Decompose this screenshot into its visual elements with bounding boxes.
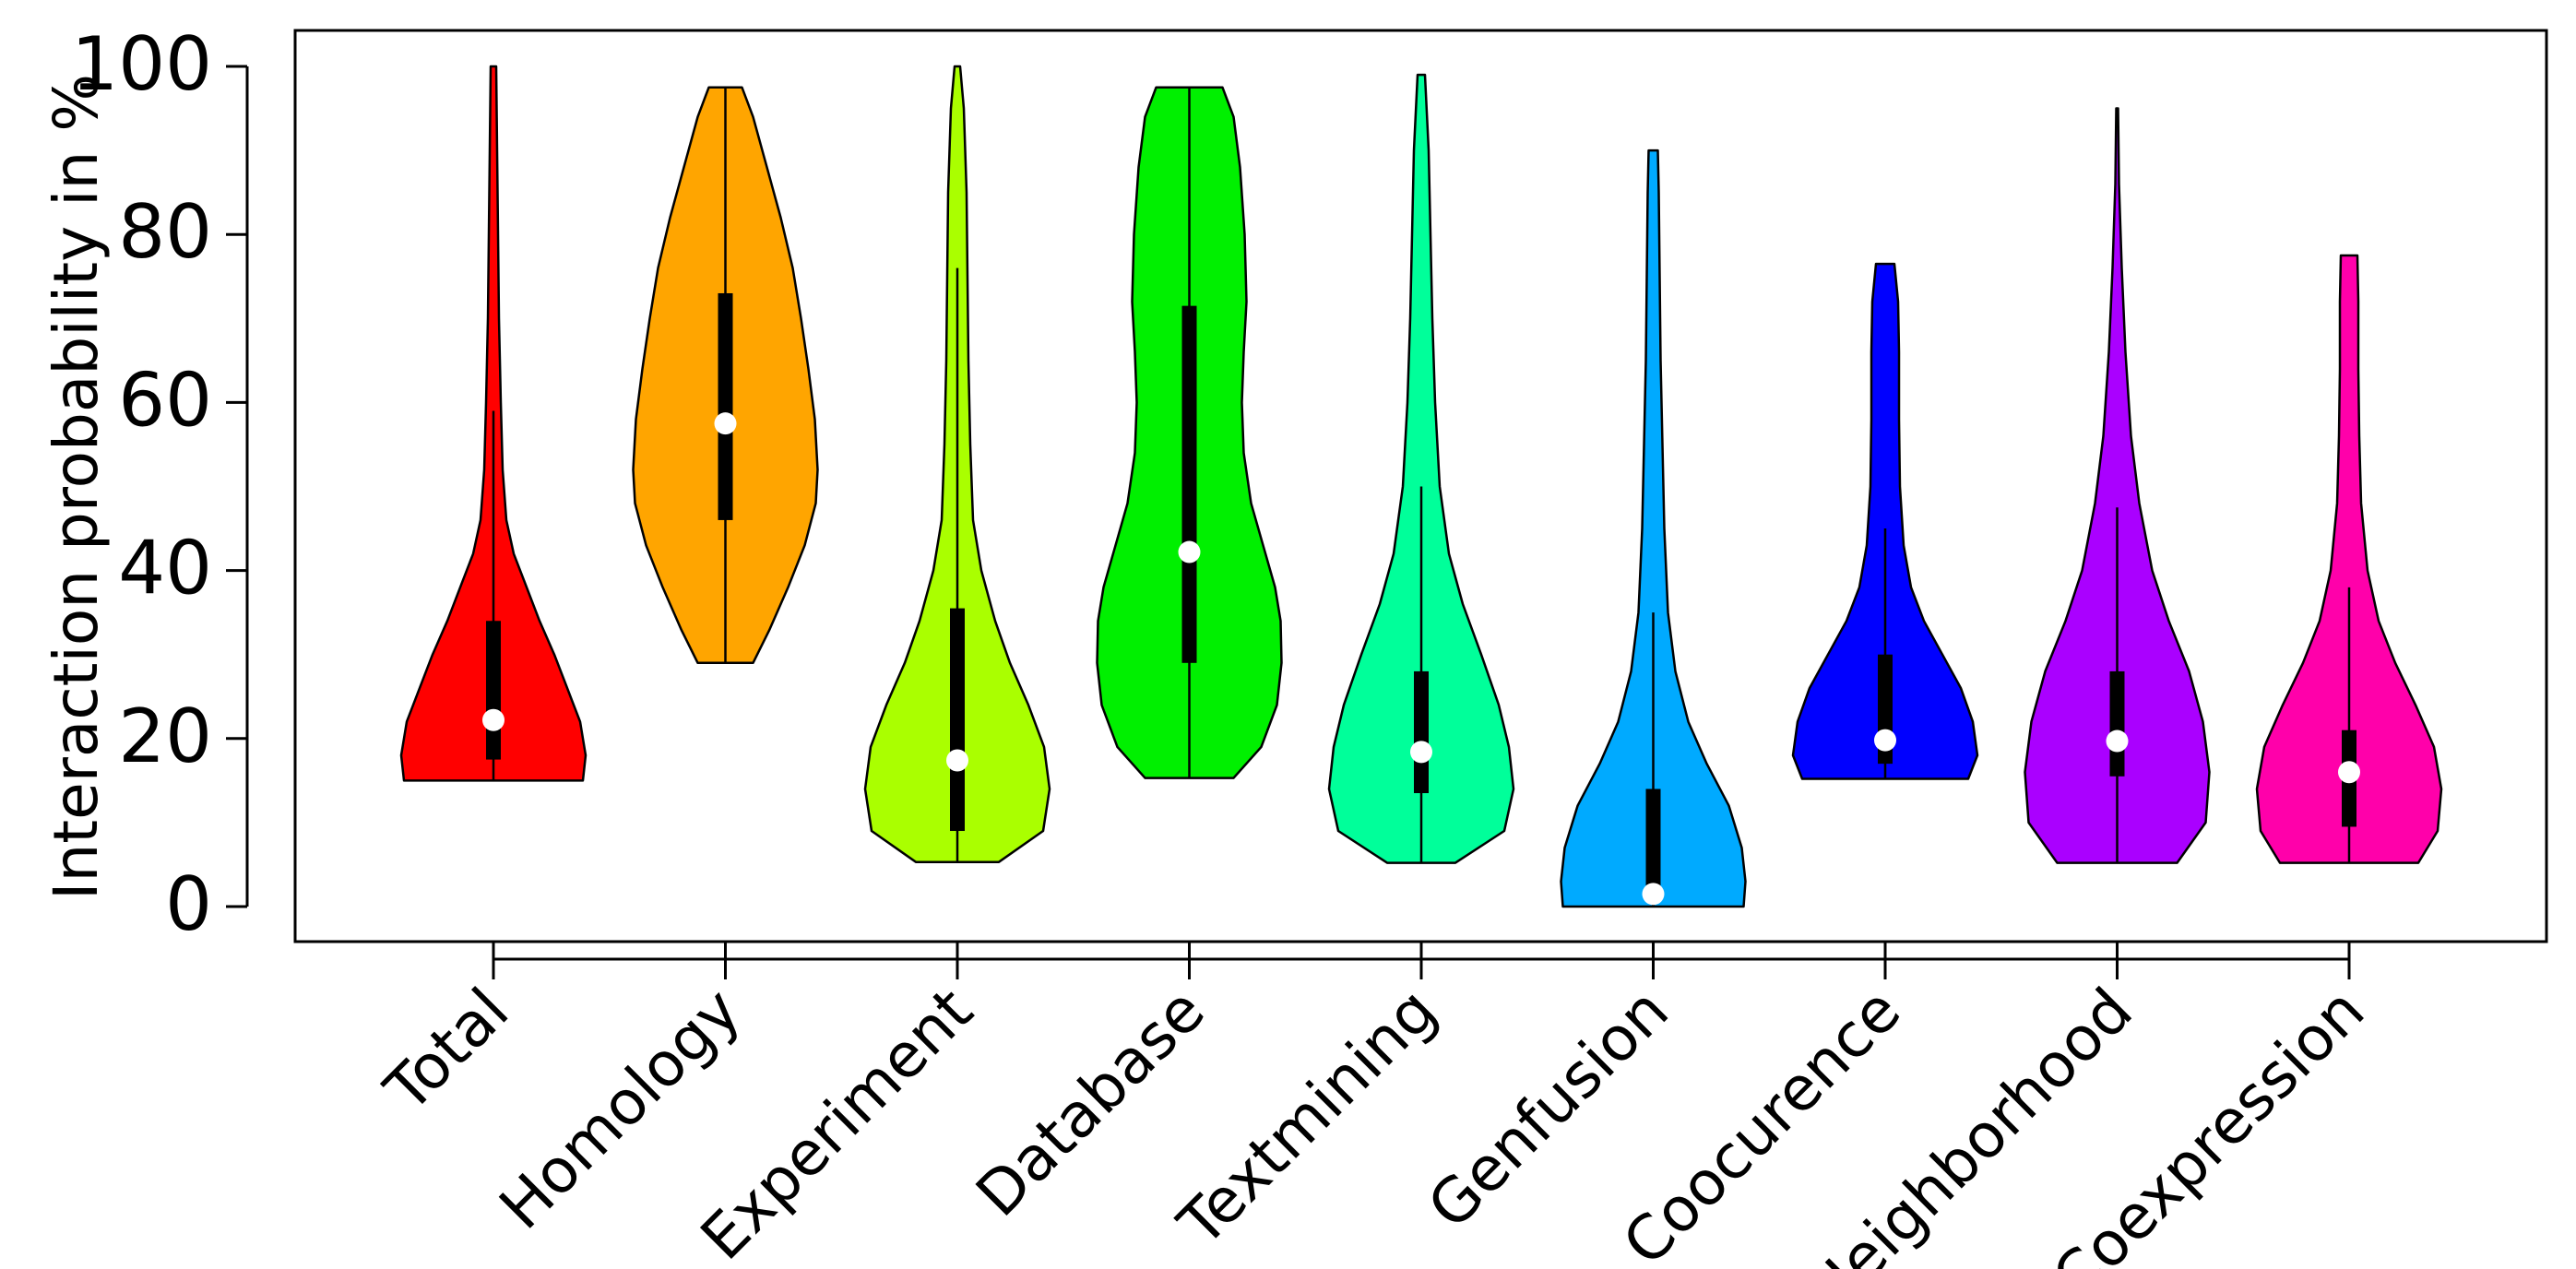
y-axis: 0 20 40 60 80 100 [71, 21, 249, 947]
y-axis-label: Interaction probability in % [41, 74, 112, 900]
violins [399, 65, 2443, 908]
y-tick-label: 100 [71, 21, 212, 107]
violin-neighborhood [2024, 107, 2211, 864]
median-point [482, 708, 505, 731]
median-point [2338, 761, 2360, 784]
iqr-box [2109, 670, 2125, 777]
violin-genfusion [1560, 148, 1747, 908]
violin-homology [632, 86, 819, 665]
iqr-box [950, 608, 965, 832]
median-point [1642, 883, 1665, 906]
violin-total [399, 65, 588, 782]
iqr-box [1645, 789, 1661, 895]
violin-shape [2024, 107, 2211, 864]
y-tick-label: 60 [118, 357, 212, 443]
iqr-box [486, 621, 501, 760]
y-tick-label: 0 [165, 861, 212, 947]
violin-shape [1560, 148, 1747, 908]
violin-shape [2255, 254, 2443, 864]
x-axis: TotalHomologyExperimentDatabaseTextminin… [371, 942, 2378, 1269]
median-point [714, 412, 737, 435]
violin-experiment [863, 65, 1051, 863]
y-tick-label: 80 [118, 189, 212, 275]
violin-shape [1791, 262, 1979, 780]
x-tick-label-total: Total [371, 975, 522, 1126]
violin-coocurence [1791, 262, 1979, 780]
median-point [1410, 741, 1432, 764]
y-tick-label: 20 [118, 694, 212, 779]
iqr-box [1181, 305, 1197, 663]
median-point [2106, 729, 2129, 753]
violin-database [1096, 86, 1283, 779]
median-point [946, 749, 968, 772]
y-tick-label: 40 [118, 526, 212, 611]
iqr-box [1414, 670, 1429, 794]
violin-coexpression [2255, 254, 2443, 864]
violin-textmining [1327, 73, 1515, 864]
median-point [1178, 540, 1201, 563]
iqr-box [718, 292, 733, 520]
x-tick-label-database: Database [963, 975, 1218, 1230]
median-point [1874, 729, 1896, 752]
violin-shape [1327, 73, 1515, 864]
